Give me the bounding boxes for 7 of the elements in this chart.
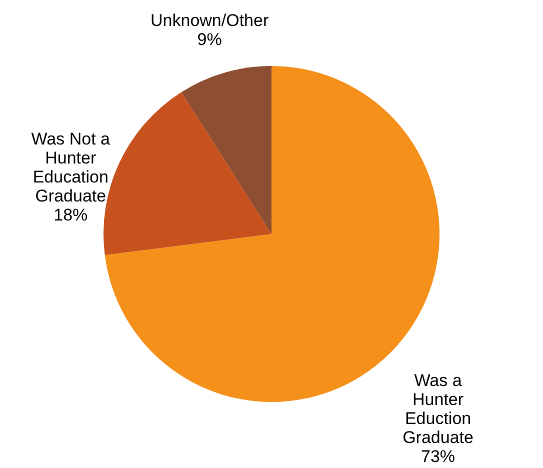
data-label: 18% xyxy=(54,205,88,224)
slice-label: Unknown/Other xyxy=(150,10,269,30)
pie-slice xyxy=(181,66,272,234)
slice-label: Was Not a Hunter Education Graduate xyxy=(31,129,111,206)
slice-label: Was a Hunter Eduction Graduate xyxy=(402,370,474,447)
data-label: 73% xyxy=(421,446,456,466)
data-label: 9% xyxy=(197,30,222,49)
